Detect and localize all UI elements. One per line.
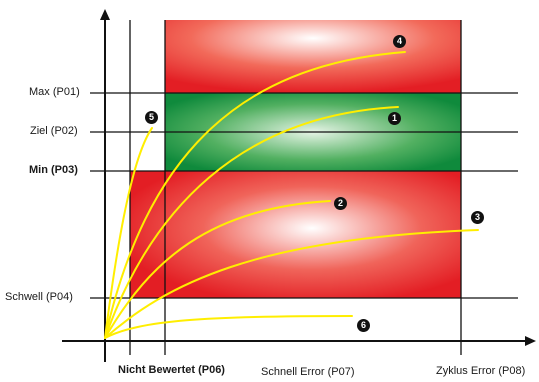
label-p08: Zyklus Error (P08) bbox=[436, 365, 526, 377]
label-p02: Ziel (P02) bbox=[30, 125, 78, 137]
curve-4 bbox=[104, 51, 406, 339]
marker-4: 4 bbox=[393, 35, 406, 48]
label-p03: Min (P03) bbox=[29, 164, 78, 176]
curve-5 bbox=[104, 127, 153, 339]
label-p06: Nicht Bewertet (P06) bbox=[118, 364, 225, 376]
curve-6 bbox=[104, 315, 353, 339]
label-p04: Schwell (P04) bbox=[5, 291, 73, 303]
error-zone-upper bbox=[165, 20, 461, 93]
curve-3 bbox=[104, 229, 479, 339]
curve-2 bbox=[104, 200, 331, 339]
marker-2: 2 bbox=[334, 197, 347, 210]
label-p01: Max (P01) bbox=[29, 86, 80, 98]
marker-6: 6 bbox=[357, 319, 370, 332]
label-p07: Schnell Error (P07) bbox=[261, 366, 355, 378]
curve-1 bbox=[104, 106, 399, 339]
marker-5: 5 bbox=[145, 111, 158, 124]
x-axis-arrow bbox=[525, 336, 536, 346]
marker-1: 1 bbox=[388, 112, 401, 125]
marker-3: 3 bbox=[471, 211, 484, 224]
y-axis-arrow bbox=[100, 9, 110, 20]
